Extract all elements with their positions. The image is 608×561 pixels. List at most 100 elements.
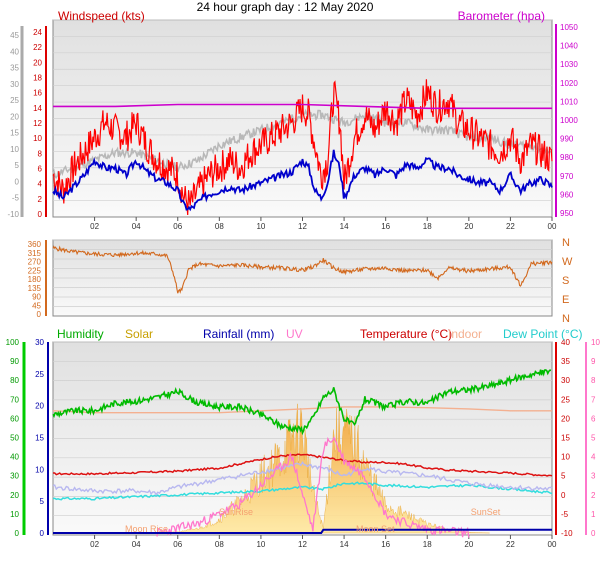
compass-label: N — [562, 313, 570, 325]
wind-red-tick-label: 18 — [33, 74, 42, 83]
uv-legend-label: UV — [286, 327, 303, 341]
baro-legend-label: Barometer (hpa) — [458, 9, 545, 23]
uv-tick-label: 5 — [591, 434, 596, 443]
rain-tick-label: 20 — [35, 402, 44, 411]
wind-red-tick-label: 16 — [33, 89, 42, 98]
uv-tick-label: 3 — [591, 472, 596, 481]
temperature-tick-label: -5 — [561, 510, 569, 519]
wind-grey-tick-label: 40 — [10, 47, 19, 56]
uv-tick-label: 9 — [591, 357, 596, 366]
direction-tick-label: 270 — [28, 258, 42, 267]
weather-x-tick-label: 14 — [340, 540, 349, 549]
dew-point-line — [52, 481, 553, 501]
baro-tick-label: 1040 — [560, 42, 578, 51]
direction-tick-label: 135 — [28, 284, 42, 293]
weather-x-tick-label: 20 — [464, 540, 473, 549]
rainfall-legend-label: Rainfall (mm) — [203, 327, 274, 341]
rain-tick-label: 25 — [35, 370, 44, 379]
baro-tick-label: 1050 — [560, 23, 578, 32]
wind-red-tick-label: 4 — [38, 180, 43, 189]
direction-tick-label: 45 — [32, 301, 41, 310]
rain-tick-label: 30 — [35, 338, 44, 347]
humidity-tick-label: 20 — [10, 491, 19, 500]
baro-tick-label: 1000 — [560, 116, 578, 125]
uv-line — [156, 436, 470, 538]
baro-tick-label: 1030 — [560, 60, 578, 69]
wind-red-tick-label: 10 — [33, 134, 42, 143]
rain-tick-label: 0 — [40, 529, 45, 538]
humidity-tick-label: 70 — [10, 395, 19, 404]
wind-x-tick-label: 08 — [215, 222, 224, 231]
temperature-tick-label: 40 — [561, 338, 570, 347]
temperature-legend-label: Temperature (°C) — [360, 327, 452, 341]
weather-panel: 1009080706050403020100302520151050403530… — [6, 338, 601, 549]
wind-red-tick-label: 0 — [38, 210, 43, 219]
wind-red-tick-label: 6 — [38, 165, 43, 174]
wind-x-tick-label: 00 — [548, 222, 557, 231]
weather-x-tick-label: 12 — [298, 540, 307, 549]
wind-x-tick-label: 12 — [298, 222, 307, 231]
humidity-tick-label: 60 — [10, 414, 19, 423]
wind-grey-tick-label: 25 — [10, 96, 19, 105]
weather-x-tick-label: 02 — [90, 540, 99, 549]
humidity-tick-label: 90 — [10, 357, 19, 366]
weather-x-tick-label: 00 — [548, 540, 557, 549]
wind-x-tick-label: 02 — [90, 222, 99, 231]
humidity-tick-label: 80 — [10, 376, 19, 385]
wind-red-tick-label: 24 — [33, 28, 42, 37]
wind-grey-tick-label: 10 — [10, 145, 19, 154]
temperature-tick-label: 0 — [561, 491, 566, 500]
baro-tick-label: 970 — [560, 172, 574, 181]
weather-x-tick-label: 08 — [215, 540, 224, 549]
uv-tick-label: 2 — [591, 491, 596, 500]
lavender-series-line — [52, 460, 553, 496]
solar-area — [157, 403, 490, 534]
uv-tick-label: 6 — [591, 414, 596, 423]
wind-grey-tick-label: 0 — [15, 177, 20, 186]
weather-x-tick-label: 16 — [381, 540, 390, 549]
temperature-line — [53, 453, 553, 477]
direction-tick-label: 0 — [37, 310, 42, 319]
direction-tick-label: 315 — [28, 249, 42, 258]
humidity-legend-label: Humidity — [57, 327, 104, 341]
annotation-label: Moon Rise — [125, 524, 168, 534]
temperature-tick-label: 35 — [561, 357, 570, 366]
rainfall-line — [53, 528, 552, 534]
wind-grey-tick-label: 45 — [10, 31, 19, 40]
weather-x-tick-label: 06 — [173, 540, 182, 549]
uv-tick-label: 8 — [591, 376, 596, 385]
humidity-tick-label: 0 — [15, 529, 20, 538]
weather-x-tick-label: 18 — [423, 540, 432, 549]
solar-legend-label: Solar — [125, 327, 153, 341]
wind-grey-tick-label: 30 — [10, 80, 19, 89]
wind-x-tick-label: 22 — [506, 222, 515, 231]
wind-x-tick-label: 20 — [464, 222, 473, 231]
wind-red-tick-label: 20 — [33, 58, 42, 67]
humidity-tick-label: 40 — [10, 453, 19, 462]
wind-grey-tick-label: -10 — [7, 210, 19, 219]
wind-x-tick-label: 18 — [423, 222, 432, 231]
humidity-tick-label: 50 — [10, 434, 19, 443]
wind-red-tick-label: 22 — [33, 43, 42, 52]
temperature-tick-label: 15 — [561, 434, 570, 443]
baro-tick-label: 950 — [560, 209, 574, 218]
baro-tick-label: 960 — [560, 190, 574, 199]
compass-label: W — [562, 256, 573, 268]
annotation-label: Moon Set — [356, 524, 395, 534]
baro-tick-label: 1010 — [560, 97, 578, 106]
wind-grey-tick-label: -5 — [12, 194, 20, 203]
compass-label: E — [562, 294, 569, 306]
wind-x-tick-label: 04 — [132, 222, 141, 231]
windspeed-line — [52, 79, 553, 216]
wind-grey-tick-label: 15 — [10, 129, 19, 138]
temperature-tick-label: 20 — [561, 414, 570, 423]
temperature-tick-label: 5 — [561, 472, 566, 481]
wind-red-tick-label: 12 — [33, 119, 42, 128]
wind-average-line — [52, 149, 553, 212]
direction-tick-label: 180 — [28, 275, 42, 284]
wind-red-tick-label: 8 — [38, 149, 43, 158]
indoor-line — [52, 406, 552, 414]
temperature-tick-label: 25 — [561, 395, 570, 404]
